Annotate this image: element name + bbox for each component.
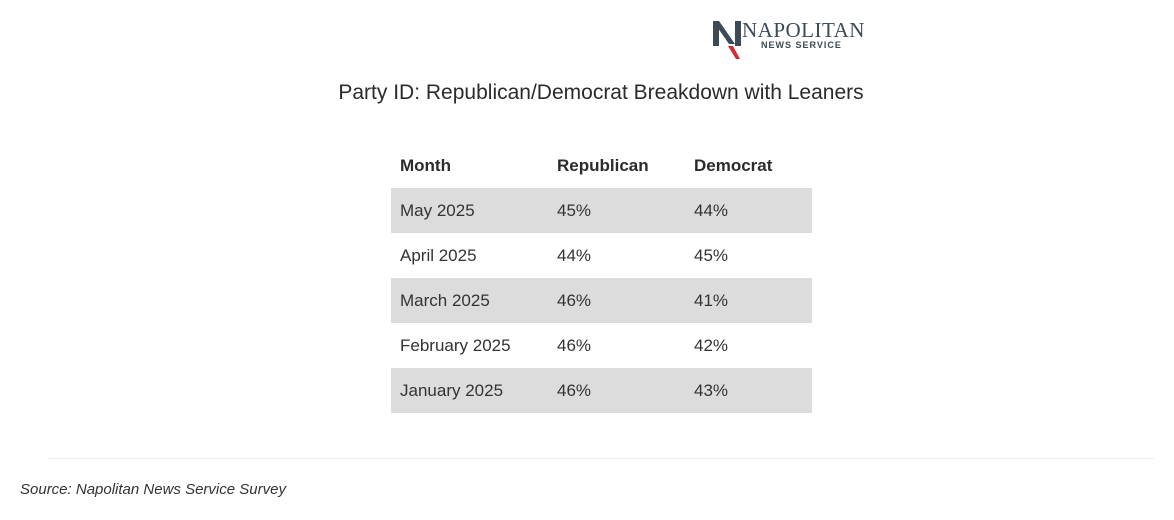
party-id-table: Month Republican Democrat May 2025 45% 4… (391, 143, 812, 413)
democrat-cell: 42% (694, 335, 729, 355)
republican-cell: 44% (557, 245, 592, 265)
democrat-cell: 45% (694, 245, 729, 265)
logo-wordmark: NAPOLITAN (742, 18, 865, 42)
republican-cell: 46% (557, 335, 592, 355)
month-cell: February 2025 (400, 335, 511, 355)
table-row: April 2025 44% 45% (391, 233, 812, 278)
republican-cell: 46% (548, 368, 685, 413)
republican-cell: 46% (548, 278, 685, 323)
napolitan-logo: NAPOLITAN NEWS SERVICE (711, 18, 871, 62)
chart-title: Party ID: Republican/Democrat Breakdown … (338, 81, 864, 104)
republican-cell: 45% (548, 188, 685, 233)
source-note: Source: Napolitan News Service Survey (20, 481, 286, 498)
table-header-row: Month Republican Democrat (391, 143, 812, 188)
logo-n-mark-icon (713, 21, 741, 59)
month-cell: January 2025 (391, 368, 548, 413)
column-header-month: Month (400, 155, 451, 175)
table-row: February 2025 46% 42% (391, 323, 812, 368)
democrat-cell: 41% (685, 278, 812, 323)
democrat-cell: 43% (685, 368, 812, 413)
logo-subtitle: NEWS SERVICE (761, 40, 842, 50)
table-row: May 2025 45% 44% (391, 188, 812, 233)
table-row: January 2025 46% 43% (391, 368, 812, 413)
table-row: March 2025 46% 41% (391, 278, 812, 323)
footer-divider (48, 458, 1154, 459)
month-cell: April 2025 (400, 245, 477, 265)
column-header-democrat: Democrat (694, 155, 773, 175)
month-cell: March 2025 (391, 278, 548, 323)
month-cell: May 2025 (391, 188, 548, 233)
democrat-cell: 44% (685, 188, 812, 233)
column-header-republican: Republican (557, 155, 649, 175)
